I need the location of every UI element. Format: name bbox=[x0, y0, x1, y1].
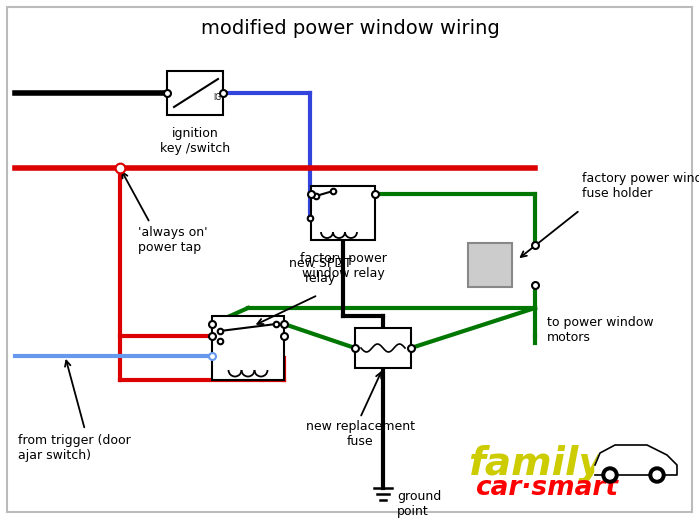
Text: from trigger (door
ajar switch): from trigger (door ajar switch) bbox=[18, 434, 131, 462]
Bar bbox=[468, 243, 512, 287]
Bar bbox=[311, 186, 375, 240]
Bar bbox=[212, 316, 284, 380]
Circle shape bbox=[606, 471, 614, 479]
Polygon shape bbox=[595, 445, 677, 475]
Text: IG: IG bbox=[213, 92, 221, 102]
Text: 'always on'
power tap: 'always on' power tap bbox=[138, 226, 208, 254]
Text: car·smart: car·smart bbox=[475, 475, 618, 501]
Circle shape bbox=[649, 467, 665, 483]
Text: factory power window
fuse holder: factory power window fuse holder bbox=[582, 172, 699, 200]
Text: factory power
window relay: factory power window relay bbox=[300, 252, 387, 280]
Bar bbox=[167, 71, 223, 115]
Text: ground
point: ground point bbox=[397, 490, 441, 518]
Circle shape bbox=[653, 471, 661, 479]
Text: to power window
motors: to power window motors bbox=[547, 316, 654, 344]
Circle shape bbox=[602, 467, 618, 483]
Text: family: family bbox=[468, 445, 604, 483]
Text: new SPDT
relay: new SPDT relay bbox=[289, 257, 352, 285]
Bar bbox=[355, 328, 411, 368]
Text: modified power window wiring: modified power window wiring bbox=[201, 19, 499, 37]
Text: new replacement
fuse: new replacement fuse bbox=[305, 420, 415, 448]
Text: ignition
key /switch: ignition key /switch bbox=[160, 127, 230, 155]
